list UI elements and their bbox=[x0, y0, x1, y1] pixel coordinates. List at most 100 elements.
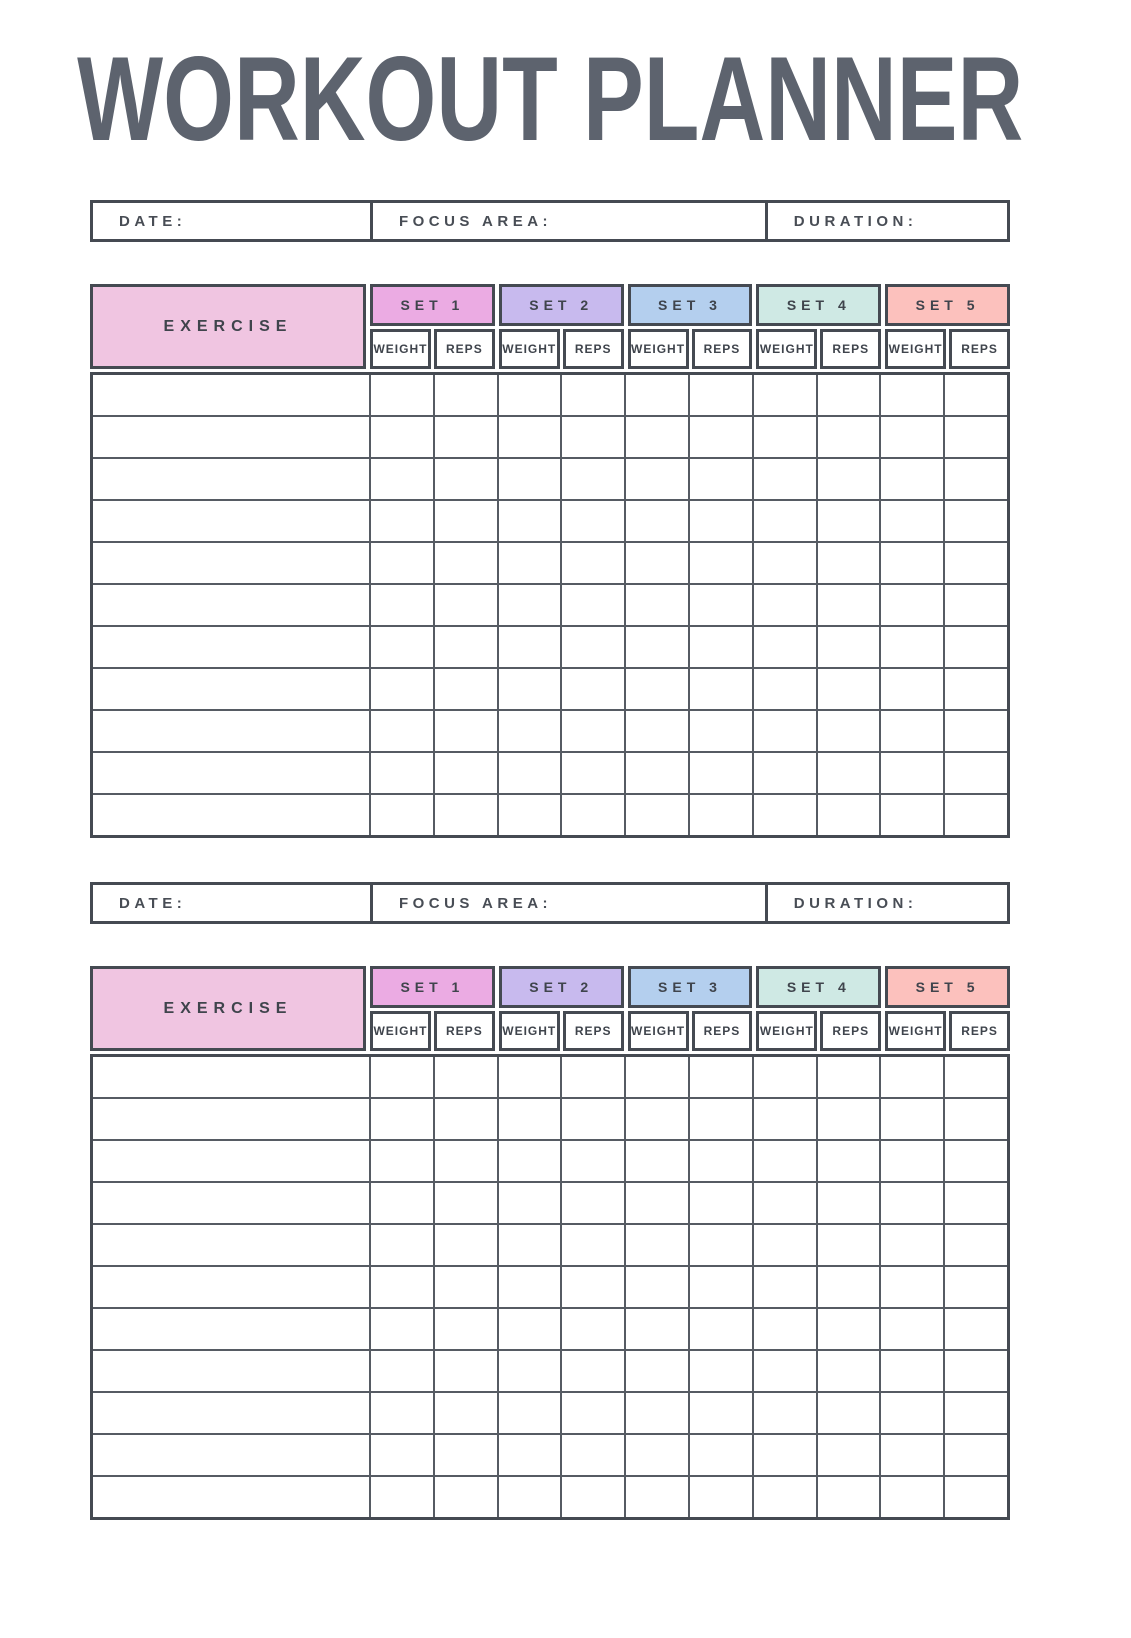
entry-cell bbox=[945, 585, 1007, 625]
entry-cell bbox=[753, 1267, 816, 1307]
reps-header-cell: REPS bbox=[691, 329, 753, 369]
entry-cell bbox=[626, 1099, 688, 1139]
set-header-cell: SET 2 bbox=[498, 284, 624, 326]
entry-cell bbox=[689, 543, 752, 583]
exercise-label: EXERCISE bbox=[163, 317, 293, 335]
exercise-cell bbox=[93, 375, 369, 415]
entry-cell bbox=[626, 459, 688, 499]
entry-cell bbox=[371, 375, 433, 415]
entry-cell bbox=[434, 543, 497, 583]
entry-cell bbox=[753, 711, 816, 751]
set-header-cell: SET 1 bbox=[370, 284, 495, 326]
entry-cell bbox=[371, 1435, 433, 1475]
entry-cell bbox=[689, 1351, 752, 1391]
entry-cell bbox=[498, 1057, 561, 1097]
entry-cell bbox=[626, 543, 688, 583]
entry-cell bbox=[817, 1057, 880, 1097]
entry-cell bbox=[753, 417, 816, 457]
entry-cell bbox=[562, 1099, 625, 1139]
entry-cell bbox=[753, 501, 816, 541]
entry-cell bbox=[371, 1267, 433, 1307]
entry-cell bbox=[945, 543, 1007, 583]
date-field: DATE: bbox=[93, 885, 370, 921]
focus-area-field: FOCUS AREA: bbox=[369, 203, 765, 239]
entry-cell bbox=[881, 543, 944, 583]
entry-cell bbox=[498, 459, 561, 499]
entry-cell bbox=[371, 1309, 433, 1349]
entry-cell bbox=[817, 1183, 880, 1223]
entry-cell bbox=[689, 1141, 752, 1181]
entry-cell bbox=[817, 669, 880, 709]
entry-cell bbox=[945, 1309, 1007, 1349]
exercise-cell bbox=[93, 669, 369, 709]
entry-cell bbox=[753, 1057, 816, 1097]
entry-cell bbox=[945, 711, 1007, 751]
entry-cell bbox=[881, 795, 944, 835]
entry-cell bbox=[434, 753, 497, 793]
entry-cell bbox=[689, 1309, 752, 1349]
exercise-cell bbox=[93, 585, 369, 625]
table-header: EXERCISE SET 1 WEIGHT REPS S bbox=[90, 966, 1010, 1051]
entry-cell bbox=[371, 1351, 433, 1391]
exercise-header-cell: EXERCISE bbox=[90, 284, 366, 369]
entry-cell bbox=[753, 1183, 816, 1223]
entry-cell bbox=[562, 585, 625, 625]
set-header-cell: SET 5 bbox=[885, 284, 1010, 326]
entry-cell bbox=[562, 1435, 625, 1475]
table-body bbox=[90, 1054, 1010, 1520]
weight-header-cell: WEIGHT bbox=[885, 329, 947, 369]
entry-cell bbox=[626, 1435, 688, 1475]
entry-cell bbox=[562, 1393, 625, 1433]
entry-cell bbox=[371, 1477, 433, 1517]
exercise-header-cell: EXERCISE bbox=[90, 966, 366, 1051]
entry-cell bbox=[881, 417, 944, 457]
entry-cell bbox=[817, 543, 880, 583]
entry-cell bbox=[562, 1057, 625, 1097]
entry-cell bbox=[434, 1393, 497, 1433]
entry-cell bbox=[626, 669, 688, 709]
entry-cell bbox=[562, 1183, 625, 1223]
entry-cell bbox=[371, 1099, 433, 1139]
weight-reps-row: WEIGHT REPS bbox=[498, 329, 624, 369]
duration-field: DURATION: bbox=[764, 203, 1007, 239]
entry-cell bbox=[371, 1183, 433, 1223]
entry-cell bbox=[498, 1267, 561, 1307]
entry-cell bbox=[689, 669, 752, 709]
entry-cell bbox=[371, 459, 433, 499]
weight-reps-row: WEIGHT REPS bbox=[498, 1011, 624, 1051]
entry-cell bbox=[371, 501, 433, 541]
entry-cell bbox=[434, 459, 497, 499]
entry-cell bbox=[881, 1183, 944, 1223]
set-label: SET 3 bbox=[658, 297, 722, 313]
info-bar: DATE: FOCUS AREA: DURATION: bbox=[90, 882, 1010, 924]
entry-cell bbox=[689, 459, 752, 499]
set-group-2: SET 2 WEIGHT REPS bbox=[498, 284, 624, 369]
exercise-cell bbox=[93, 1141, 369, 1181]
entry-cell bbox=[434, 375, 497, 415]
entry-cell bbox=[689, 1267, 752, 1307]
weight-reps-row: WEIGHT REPS bbox=[756, 1011, 882, 1051]
entry-cell bbox=[881, 1477, 944, 1517]
set-group-1: SET 1 WEIGHT REPS bbox=[370, 284, 495, 369]
entry-cell bbox=[817, 795, 880, 835]
set-label: SET 2 bbox=[529, 297, 594, 313]
entry-cell bbox=[562, 1477, 625, 1517]
set-header-cell: SET 4 bbox=[756, 966, 882, 1008]
entry-cell bbox=[562, 1309, 625, 1349]
entry-cell bbox=[817, 375, 880, 415]
workout-section-1: DATE: FOCUS AREA: DURATION: EXERCISE SET… bbox=[90, 200, 1010, 838]
entry-cell bbox=[881, 1435, 944, 1475]
entry-cell bbox=[562, 1141, 625, 1181]
entry-cell bbox=[689, 711, 752, 751]
entry-cell bbox=[689, 375, 752, 415]
focus-area-field: FOCUS AREA: bbox=[369, 885, 765, 921]
weight-header-cell: WEIGHT bbox=[756, 1011, 818, 1051]
entry-cell bbox=[689, 1183, 752, 1223]
weight-reps-row: WEIGHT REPS bbox=[627, 1011, 753, 1051]
exercise-cell bbox=[93, 459, 369, 499]
reps-header-cell: REPS bbox=[433, 329, 495, 369]
entry-cell bbox=[753, 669, 816, 709]
entry-cell bbox=[434, 1225, 497, 1265]
entry-cell bbox=[498, 1225, 561, 1265]
entry-cell bbox=[434, 417, 497, 457]
